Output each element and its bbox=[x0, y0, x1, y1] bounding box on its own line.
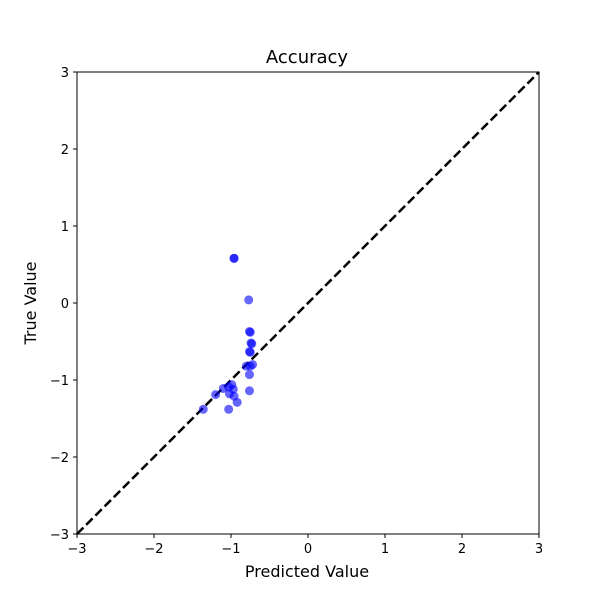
scatter-point-6 bbox=[247, 339, 257, 349]
x-tick-label: 3 bbox=[535, 542, 543, 557]
scatter-point-17 bbox=[244, 386, 254, 396]
y-tick-label: 0 bbox=[61, 297, 69, 312]
scatter-point-22 bbox=[198, 404, 208, 414]
scatter-point-12 bbox=[244, 370, 254, 380]
x-tick-label: −1 bbox=[221, 542, 240, 557]
x-tick-label: 1 bbox=[381, 542, 389, 557]
y-axis-title: True Value bbox=[21, 261, 40, 345]
scatter-point-11 bbox=[241, 361, 251, 371]
x-axis-ticks: −3 −2 −1 0 1 2 3 bbox=[67, 534, 543, 557]
scatter-point-23 bbox=[224, 404, 234, 414]
scatter-point-1 bbox=[229, 253, 239, 263]
reference-line-layer bbox=[76, 71, 540, 535]
y-tick-label: −3 bbox=[50, 528, 69, 543]
scatter-point-4 bbox=[245, 327, 255, 337]
chart-title: Accuracy bbox=[266, 47, 349, 68]
x-tick-label: 0 bbox=[304, 542, 312, 557]
y-tick-label: −1 bbox=[50, 374, 69, 389]
scatter-point-8 bbox=[245, 347, 255, 357]
scatter-point-15 bbox=[218, 383, 228, 393]
y-tick-label: 1 bbox=[61, 220, 69, 235]
scatter-point-19 bbox=[211, 390, 221, 400]
x-tick-label: 2 bbox=[458, 542, 466, 557]
y-tick-label: 2 bbox=[61, 143, 69, 158]
scatter-points bbox=[198, 253, 258, 414]
x-tick-label: −2 bbox=[144, 542, 163, 557]
y-tick-label: 3 bbox=[61, 66, 69, 81]
x-tick-label: −3 bbox=[67, 542, 86, 557]
reference-line bbox=[76, 71, 540, 535]
scatter-point-21 bbox=[232, 397, 242, 407]
y-axis-ticks: −3 −2 −1 0 1 2 3 bbox=[50, 66, 77, 543]
x-axis-title: Predicted Value bbox=[245, 562, 369, 581]
y-tick-label: −2 bbox=[50, 451, 69, 466]
scatter-point-2 bbox=[244, 295, 254, 305]
